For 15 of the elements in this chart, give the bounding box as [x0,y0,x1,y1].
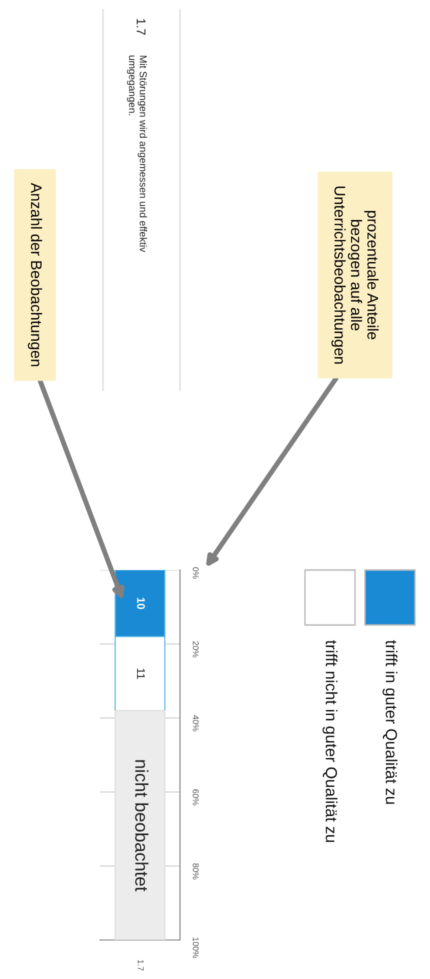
y-tick-label: 20% [192,641,199,658]
text: prozentuale Anteile bezogen auf alle Unterrichtsbeobachtungen [331,186,379,364]
text: Mit Störungen wird angemessen und effektiv umgegangen. [126,56,148,252]
y-tick-label: 60% [192,789,199,806]
y-tick-label: 0% [192,567,199,579]
text: trifft in guter Qualität zu [382,640,398,804]
text: Anzahl der Beobachtungen [28,182,42,366]
annotation: nicht beobachtet [135,760,148,892]
annotation: 11 [137,668,145,679]
y-tick-label: 80% [192,863,199,880]
y-tick-label: 100% [192,938,199,958]
y-tick-label: 40% [192,715,199,732]
category-label: 1.7 [136,18,146,35]
annotation: 10 [137,598,145,610]
text: trifft nicht in guter Qualität zu [322,640,338,842]
